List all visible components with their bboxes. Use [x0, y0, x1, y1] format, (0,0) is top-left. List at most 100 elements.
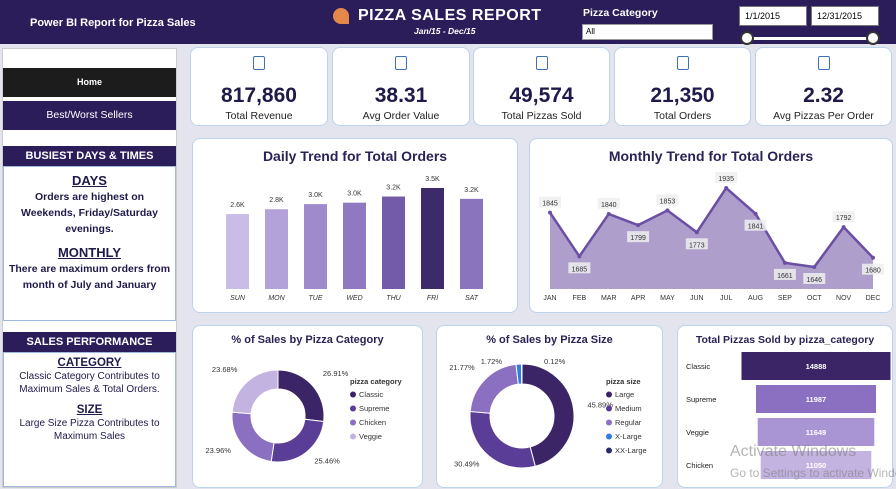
- data-label: 23.68%: [212, 365, 238, 374]
- filter-label: Pizza Category: [583, 7, 658, 19]
- best-worst-button[interactable]: Best/Worst Sellers: [3, 101, 176, 130]
- data-label: 3.2K: [386, 185, 401, 192]
- slice: [469, 410, 536, 469]
- data-label: 0.12%: [544, 357, 566, 366]
- heading: DAYS: [72, 173, 107, 188]
- data-label: 1661: [777, 273, 793, 280]
- funnel-bar: [756, 385, 876, 413]
- kpi-label: Total Pizzas Sold: [501, 110, 582, 122]
- data-label: 11050: [806, 461, 826, 470]
- date-from[interactable]: 1/1/2015: [739, 6, 807, 26]
- legend-label: Chicken: [359, 418, 386, 427]
- filter-dropdown[interactable]: All: [582, 24, 713, 40]
- x-tick-label: APR: [631, 295, 645, 302]
- funnel-bar: [741, 352, 891, 380]
- chart-title: % of Sales by Pizza Category: [231, 334, 384, 346]
- data-label: 1840: [601, 202, 617, 209]
- x-tick-label: NOV: [836, 295, 852, 302]
- data-label: 1773: [689, 242, 705, 249]
- home-button[interactable]: Home: [3, 68, 176, 97]
- legend-label: Large: [615, 390, 634, 399]
- point: [636, 223, 641, 228]
- label-bg: [539, 196, 561, 208]
- x-tick-label: TUE: [309, 295, 323, 302]
- data-label: 3.0K: [347, 191, 362, 198]
- kpi-label: Avg Order Value: [362, 110, 440, 122]
- sidebar: Home Best/Worst Sellers BUSIEST DAYS & T…: [2, 48, 177, 488]
- data-label: 11649: [806, 428, 826, 437]
- chart: Total Pizzas Sold by pizza_category 14888…: [686, 334, 891, 479]
- legend-swatch: [350, 433, 356, 440]
- x-tick-label: FRI: [427, 295, 438, 302]
- label-bg: [803, 273, 826, 284]
- slice: [270, 418, 325, 463]
- data-label: 1685: [572, 266, 588, 273]
- bar: [382, 196, 405, 289]
- point: [577, 254, 582, 259]
- section-body: CATEGORY Classic Category Contributes to…: [3, 352, 176, 487]
- legend-swatch: [350, 419, 356, 426]
- category-label: Chicken: [686, 461, 713, 470]
- watermark: Go to Settings to activate Windows.: [730, 466, 896, 480]
- kpi-icon: [817, 56, 830, 70]
- date-to[interactable]: 12/31/2015: [811, 6, 879, 26]
- label-bg: [568, 262, 591, 274]
- section-title: BUSIEST DAYS & TIMES: [3, 146, 176, 166]
- report-name: Power BI Report for Pizza Sales: [30, 17, 196, 29]
- bar: [460, 198, 483, 289]
- x-tick-label: OCT: [807, 295, 823, 302]
- x-tick-label: SUN: [230, 295, 246, 302]
- legend-label: Supreme: [359, 404, 389, 413]
- funnel-bar: [760, 451, 872, 479]
- label-bg: [773, 268, 796, 280]
- text: Classic Category Contributes to Maximum …: [19, 371, 160, 395]
- point: [812, 265, 817, 269]
- funnel-bar: [757, 418, 875, 446]
- kpi-value: 49,574: [509, 84, 574, 107]
- chart-title: Total Pizzas Sold by pizza_category: [696, 334, 875, 346]
- category-label: Classic: [686, 362, 710, 371]
- label-bg: [685, 238, 708, 250]
- data-label: 1799: [630, 235, 646, 242]
- data-label: 14888: [806, 362, 827, 371]
- x-tick-label: JUL: [720, 295, 733, 302]
- x-tick-label: JUN: [690, 295, 704, 302]
- label-bg: [656, 194, 679, 206]
- label-bg: [715, 172, 738, 183]
- kpi-card: 817,860 Total Revenue: [190, 47, 328, 126]
- data-label: 1935: [718, 176, 734, 183]
- kpi-card: 38.31 Avg Order Value: [332, 47, 470, 126]
- slice: [521, 363, 575, 467]
- point: [548, 210, 552, 215]
- category-label: Supreme: [686, 395, 716, 404]
- point: [665, 208, 670, 213]
- heading: SIZE: [76, 404, 103, 416]
- legend-label: Classic: [359, 390, 383, 399]
- chart: % of Sales by Pizza Size 45.89%Large 30.49…: [449, 334, 646, 469]
- legend-label: Veggie: [359, 432, 382, 441]
- legend-swatch: [606, 391, 612, 398]
- bar: [343, 202, 366, 289]
- legend-swatch: [606, 419, 612, 426]
- x-tick-label: THU: [386, 295, 401, 302]
- slider-handle[interactable]: [866, 31, 880, 45]
- header: Power BI Report for Pizza Sales PIZZA SA…: [0, 0, 896, 45]
- kpi-label: Total Revenue: [225, 110, 293, 122]
- pizza-icon: [333, 8, 349, 24]
- point: [841, 225, 846, 230]
- slider-handle[interactable]: [740, 31, 754, 45]
- text: Orders are highest on Weekends, Friday/S…: [21, 191, 158, 235]
- kpi-icon: [676, 56, 689, 70]
- kpi-card: 49,574 Total Pizzas Sold: [473, 47, 610, 126]
- section-body: DAYS Orders are highest on Weekends, Fri…: [3, 166, 176, 321]
- legend-swatch: [606, 405, 612, 412]
- watermark: Activate Windows: [730, 443, 857, 460]
- kpi-value: 2.32: [803, 84, 844, 107]
- x-tick-label: MAY: [660, 295, 675, 302]
- data-label: 1845: [542, 201, 558, 208]
- x-tick-label: JAN: [543, 295, 556, 302]
- data-label: 2.8K: [269, 197, 284, 204]
- x-tick-label: FEB: [573, 295, 587, 302]
- data-label: 2.6K: [230, 202, 245, 209]
